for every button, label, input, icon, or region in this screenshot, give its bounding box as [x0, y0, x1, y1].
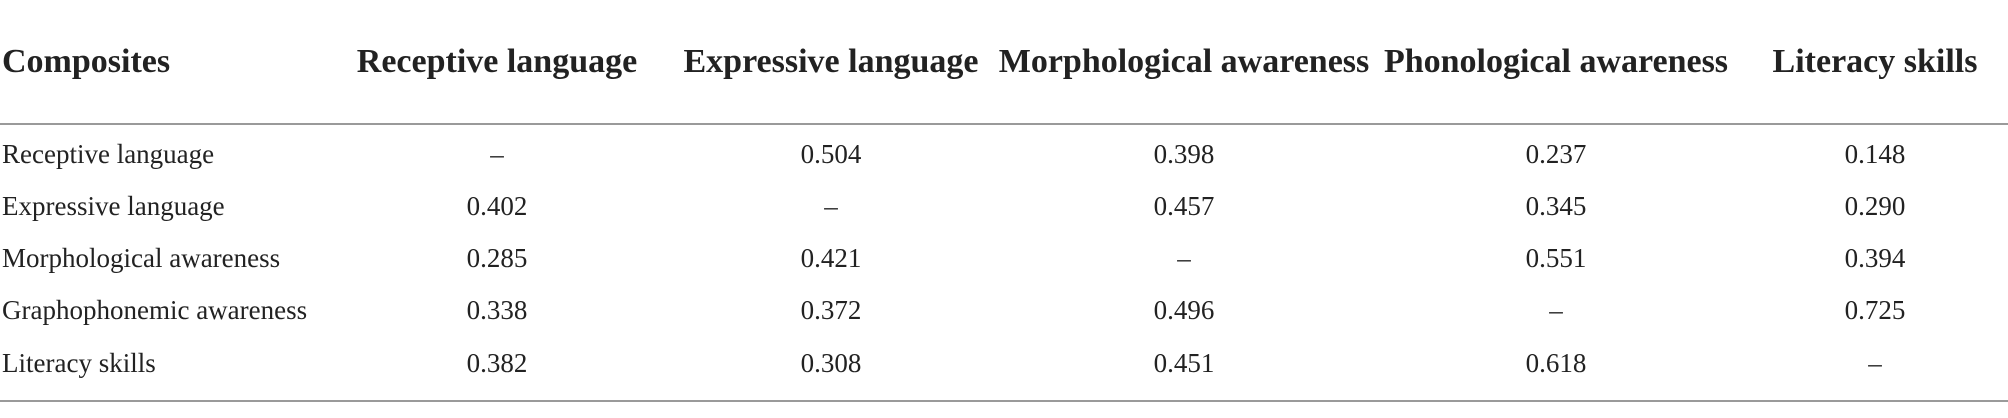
table-cell: 0.421 [800, 242, 862, 273]
table-cell: – [824, 190, 838, 221]
header-morphological-awareness: Morphological awareness [998, 0, 1370, 125]
row-label: Receptive language [2, 138, 215, 169]
table-cell: 0.551 [1525, 242, 1587, 273]
table-row: Graphophonemic awareness 0.338 0.372 0.4… [0, 284, 2008, 336]
table-bottom-rule [0, 400, 2008, 402]
table-cell: 0.290 [1844, 190, 1906, 221]
table-cell: 0.148 [1844, 138, 1906, 169]
header-expressive-language: Expressive language [664, 0, 998, 125]
table-header: Composites Receptive language Expressive… [0, 0, 2008, 125]
row-label: Graphophonemic awareness [2, 294, 308, 325]
table-cell: 0.618 [1525, 348, 1587, 378]
header-receptive-language: Receptive language [330, 0, 664, 125]
table-cell: 0.457 [1153, 190, 1215, 221]
row-label: Expressive language [2, 190, 225, 221]
table-cell: – [1177, 242, 1191, 273]
table-cell: 0.372 [800, 294, 862, 325]
table-row: Morphological awareness 0.285 0.421 – 0.… [0, 232, 2008, 284]
table-cell: – [1549, 294, 1563, 325]
row-label: Literacy skills [2, 348, 156, 378]
table-cell: 0.382 [466, 348, 528, 378]
table-cell: 0.394 [1844, 242, 1906, 273]
table-cell: 0.285 [466, 242, 528, 273]
header-literacy-skills: Literacy skills [1742, 0, 2008, 125]
table-cell: 0.402 [466, 190, 528, 221]
table-cell: 0.308 [800, 348, 862, 378]
table-cell: 0.725 [1844, 294, 1906, 325]
table-row: Literacy skills 0.382 0.308 0.451 0.618 … [0, 336, 2008, 391]
table-cell: – [1868, 348, 1882, 378]
table-cell: 0.345 [1525, 190, 1587, 221]
table-cell: – [490, 138, 504, 169]
table-cell: 0.496 [1153, 294, 1215, 325]
table-cell: 0.398 [1153, 138, 1215, 169]
correlation-table: Composites Receptive language Expressive… [0, 0, 2008, 391]
header-row: Composites Receptive language Expressive… [0, 0, 2008, 125]
table-row: Receptive language – 0.504 0.398 0.237 0… [0, 124, 2008, 180]
table-row: Expressive language 0.402 – 0.457 0.345 … [0, 180, 2008, 232]
header-phonological-awareness: Phonological awareness [1370, 0, 1742, 125]
header-composites: Composites [0, 0, 330, 125]
table-cell: 0.504 [800, 138, 862, 169]
table-cell: 0.451 [1153, 348, 1215, 378]
table-cell: 0.338 [466, 294, 528, 325]
table-cell: 0.237 [1525, 138, 1587, 169]
table-body: Receptive language – 0.504 0.398 0.237 0… [0, 124, 2008, 391]
row-label: Morphological awareness [2, 242, 281, 273]
